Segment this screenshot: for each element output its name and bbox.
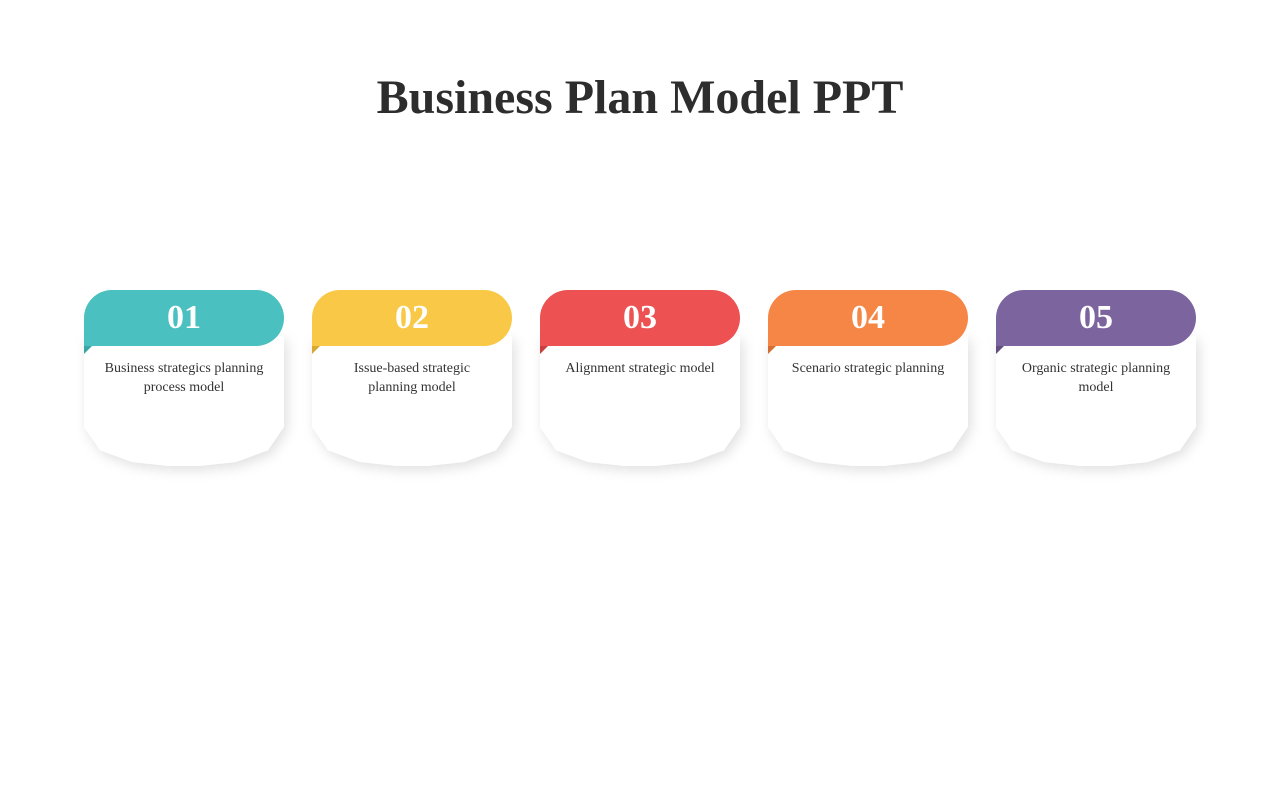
card-tab: 04 — [768, 290, 968, 346]
card-02: 02 Issue-based strategic planning model — [312, 290, 512, 466]
card-body-wrap: Issue-based strategic planning model — [312, 336, 512, 466]
card-number: 04 — [851, 299, 885, 337]
card-number: 02 — [395, 299, 429, 337]
card-body-wrap: Business strategics planning process mod… — [84, 336, 284, 466]
card-tab: 01 — [84, 290, 284, 346]
card-number: 03 — [623, 299, 657, 337]
card-03: 03 Alignment strategic model — [540, 290, 740, 466]
slide-title: Business Plan Model PPT — [0, 70, 1280, 125]
card-label: Business strategics planning process mod… — [84, 336, 284, 466]
card-04: 04 Scenario strategic planning — [768, 290, 968, 466]
card-tab: 03 — [540, 290, 740, 346]
card-body-wrap: Alignment strategic model — [540, 336, 740, 466]
card-05: 05 Organic strategic planning model — [996, 290, 1196, 466]
card-tab: 02 — [312, 290, 512, 346]
card-tab: 05 — [996, 290, 1196, 346]
card-label: Scenario strategic planning — [768, 336, 968, 466]
card-body-wrap: Organic strategic planning model — [996, 336, 1196, 466]
card-label: Issue-based strategic planning model — [312, 336, 512, 466]
card-number: 05 — [1079, 299, 1113, 337]
card-body-wrap: Scenario strategic planning — [768, 336, 968, 466]
card-01: 01 Business strategics planning process … — [84, 290, 284, 466]
card-label: Organic strategic planning model — [996, 336, 1196, 466]
card-number: 01 — [167, 299, 201, 337]
card-label: Alignment strategic model — [540, 336, 740, 466]
card-row: 01 Business strategics planning process … — [0, 290, 1280, 466]
